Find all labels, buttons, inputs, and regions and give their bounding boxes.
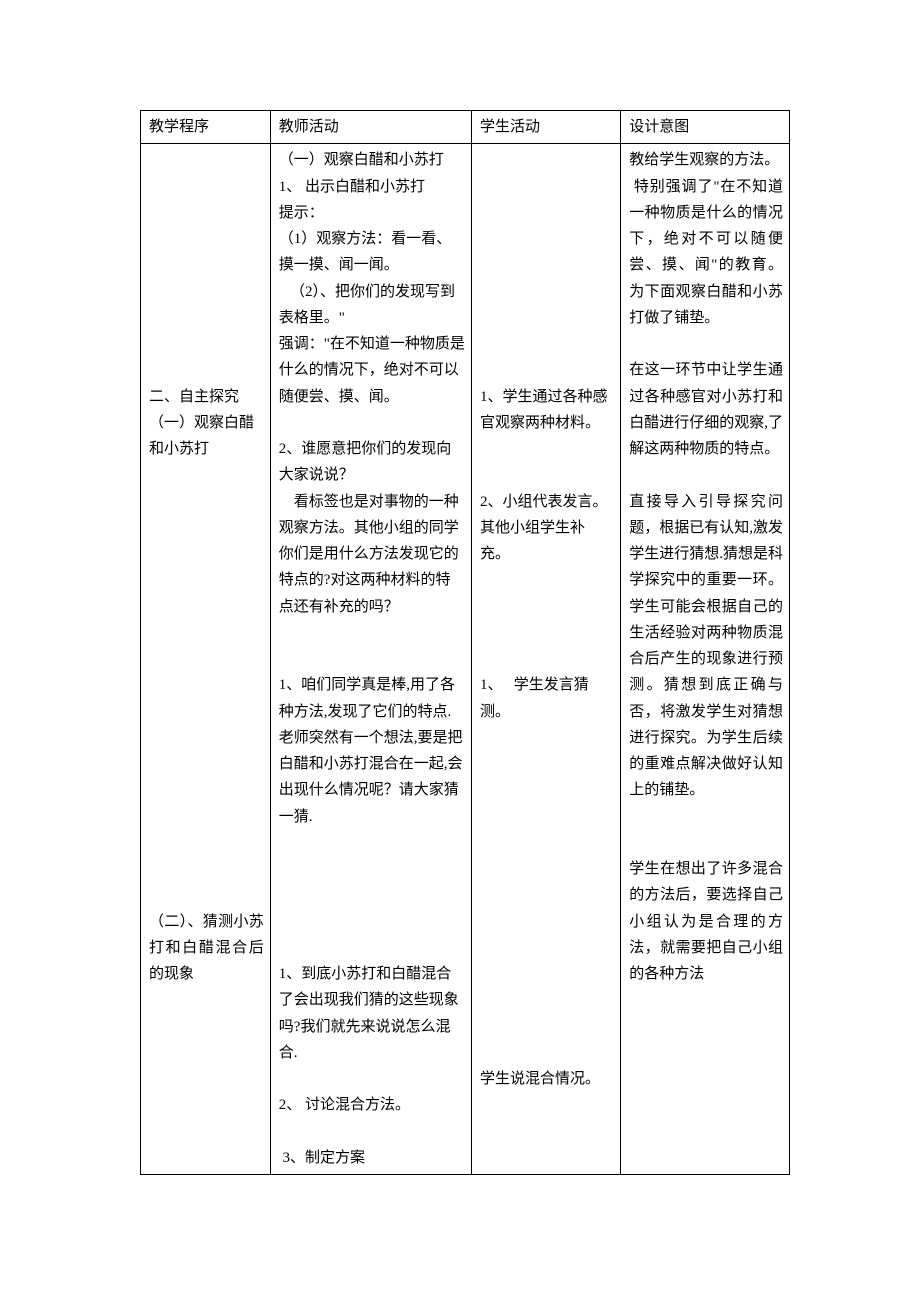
des-3: 直接导入引导探究问题，根据已有认知,激发学生进行猜想.猜想是科学探究中的重要一环…: [629, 489, 783, 804]
obs-2: 2、谁愿意把你们的发现向大家说说？: [279, 436, 465, 489]
mix-3: 3、制定方案: [279, 1145, 465, 1171]
obs-tip: 提示：: [279, 200, 465, 226]
header-col3: 学生活动: [471, 111, 620, 144]
col-teacher: （一）观察白醋和小苏打 1、 出示白醋和小苏打 提示： （1）观察方法：看一看、…: [270, 144, 471, 1175]
obs-1: 1、 出示白醋和小苏打: [279, 174, 465, 200]
des-2: 在这一环节中让学生通过各种感官对小苏打和白醋进行仔细的观察,了解这两种物质的特点…: [629, 357, 783, 462]
obs-warn: 强调："在不知道一种物质是什么的情况下，绝对不可以随便尝、摸、闻。: [279, 331, 465, 410]
des-4: 学生在想出了许多混合的方法后，要选择自己小组认为是合理的方法，就需要把自己小组的…: [629, 856, 783, 987]
mix-2: 2、 讨论混合方法。: [279, 1092, 465, 1118]
col-student: 1、学生通过各种感官观察两种材料。 2、小组代表发言。其他小组学生补充。 1、 …: [471, 144, 620, 1175]
sec2-title: 二、自主探究: [149, 384, 264, 410]
stu-1: 1、学生通过各种感官观察两种材料。: [480, 384, 614, 437]
des-1: 教给学生观察的方法。: [629, 147, 783, 173]
sec2-sub2: （二）、猜测小苏打和白醋混合后的现象: [149, 909, 264, 988]
stu-2: 2、小组代表发言。其他小组学生补充。: [480, 489, 614, 568]
mix-1: 1、到底小苏打和白醋混合了会出现我们猜的这些现象吗?我们就先来说说怎么混合.: [279, 961, 465, 1066]
header-col4: 设计意图: [621, 111, 790, 144]
col-design: 教给学生观察的方法。 特别强调了"在不知道一种物质是什么的情况下，绝对不可以随便…: [621, 144, 790, 1175]
page: 教学程序 教师活动 学生活动 设计意图 二、自主探究 （一）观察白醋和小苏打 （…: [0, 0, 920, 1255]
obs-label: 看标签也是对事物的一种观察方法。其他小组的同学你们是用什么方法发现它的特点的?对…: [279, 489, 465, 620]
des-1b: 特别强调了"在不知道一种物质是什么的情况下，绝对不可以随便尝、摸、闻"的教育。为…: [629, 174, 783, 332]
stu-4: 学生说混合情况。: [480, 1066, 614, 1092]
stu-3: 1、 学生发言猜测。: [480, 672, 614, 725]
body-row: 二、自主探究 （一）观察白醋和小苏打 （二）、猜测小苏打和白醋混合后的现象 （一…: [141, 144, 790, 1175]
guess-1: 1、咱们同学真是棒,用了各种方法,发现了它们的特点.老师突然有一个想法,要是把白…: [279, 672, 465, 830]
obs-title: （一）观察白醋和小苏打: [279, 147, 465, 173]
obs-m2: （2）、把你们的发现写到表格里。": [279, 279, 465, 332]
obs-m1: （1）观察方法：看一看、摸一摸、闻一闻。: [279, 226, 465, 279]
col-procedure: 二、自主探究 （一）观察白醋和小苏打 （二）、猜测小苏打和白醋混合后的现象: [141, 144, 271, 1175]
header-col2: 教师活动: [270, 111, 471, 144]
sec2-sub1: （一）观察白醋和小苏打: [149, 410, 264, 463]
header-col1: 教学程序: [141, 111, 271, 144]
header-row: 教学程序 教师活动 学生活动 设计意图: [141, 111, 790, 144]
lesson-plan-table: 教学程序 教师活动 学生活动 设计意图 二、自主探究 （一）观察白醋和小苏打 （…: [140, 110, 790, 1175]
